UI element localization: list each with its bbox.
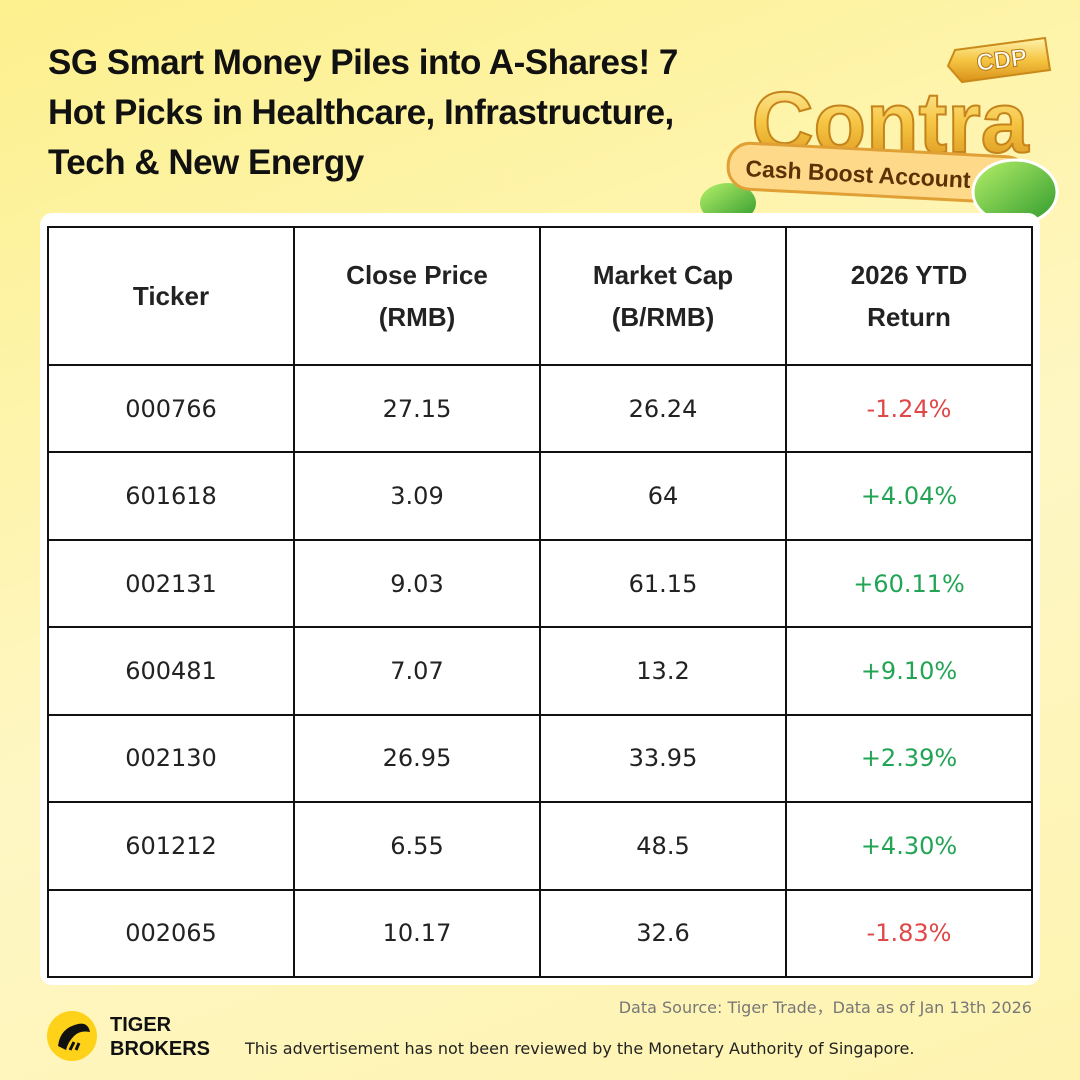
cdp-tag [946, 36, 1052, 84]
table-cell: 601618 [47, 451, 295, 541]
title-line: Tech & New Energy [48, 143, 364, 182]
table-cell: 33.95 [539, 713, 787, 804]
header-row: Ticker Close Price (RMB) Market Cap (B/RMB… [47, 226, 1033, 366]
table-row: 002130 26.95 33.95 +2.39% [47, 713, 1033, 804]
table-cell: 64 [539, 451, 787, 541]
cdp-text: CDP [975, 44, 1029, 77]
tiger-logo [47, 1011, 97, 1061]
table-cell: 600481 [47, 626, 295, 716]
table-cell: 27.15 [293, 363, 541, 454]
table-cell: 48.5 [539, 801, 787, 891]
table-row: 601618 3.09 64 +4.04% [47, 451, 1033, 541]
coin [700, 183, 756, 220]
column-header: Close Price (RMB) [293, 226, 541, 366]
table-cell: 13.2 [539, 626, 787, 716]
table-row: 002131 9.03 61.15 +60.11% [47, 538, 1033, 629]
table-cell: +4.04% [785, 451, 1033, 541]
table-cell: 26.24 [539, 363, 787, 454]
column-header: Market Cap (B/RMB) [539, 226, 787, 366]
contra-badge: CDP Contra Cash Boost Account [700, 36, 1059, 220]
table-row: 601212 6.55 48.5 +4.30% [47, 801, 1033, 891]
title-line: Hot Picks in Healthcare, Infrastructure, [48, 93, 674, 132]
table-cell: 002130 [47, 713, 295, 804]
table-cell: 26.95 [293, 713, 541, 804]
table-cell: 9.03 [293, 538, 541, 629]
table-cell: 7.07 [293, 626, 541, 716]
column-header: Ticker [47, 226, 295, 366]
table-row: 002065 10.17 32.6 -1.83% [47, 888, 1033, 979]
table: Ticker Close Price (RMB) Market Cap (B/RMB… [47, 226, 1033, 979]
data-source: Data Source: Tiger Trade，Data as of Jan … [618, 998, 1032, 1017]
table-cell: 000766 [47, 363, 295, 454]
title: SG Smart Money Piles into A-Shares! 7 Ho… [48, 38, 678, 188]
table-cell: -1.83% [785, 888, 1033, 979]
table-cell: 61.15 [539, 538, 787, 629]
logo-line: TIGER [110, 1014, 172, 1036]
table-cell: -1.24% [785, 363, 1033, 454]
disclaimer: This advertisement has not been reviewed… [245, 1039, 915, 1058]
logo-text: TIGER BROKERS [110, 1013, 210, 1061]
table-cell: +4.30% [785, 801, 1033, 891]
table-row: 000766 27.15 26.24 -1.24% [47, 363, 1033, 454]
table-cell: 002131 [47, 538, 295, 629]
table-cell: +9.10% [785, 626, 1033, 716]
table-row: 600481 7.07 13.2 +9.10% [47, 626, 1033, 716]
coin [971, 158, 1059, 220]
column-header: 2026 YTD Return [785, 226, 1033, 366]
logo-line: BROKERS [110, 1038, 211, 1060]
table-cell: 6.55 [293, 801, 541, 891]
table-body: 000766 27.15 26.24 -1.24% 601618 3.09 64 +4.04%… [47, 363, 1033, 979]
table-cell: 002065 [47, 888, 295, 979]
table-cell: 32.6 [539, 888, 787, 979]
table-cell: 10.17 [293, 888, 541, 979]
table-cell: 3.09 [293, 451, 541, 541]
title-line: SG Smart Money Piles into A-Shares! 7 [48, 43, 678, 82]
table-cell: +60.11% [785, 538, 1033, 629]
table-cell: 601212 [47, 801, 295, 891]
table-cell: +2.39% [785, 713, 1033, 804]
